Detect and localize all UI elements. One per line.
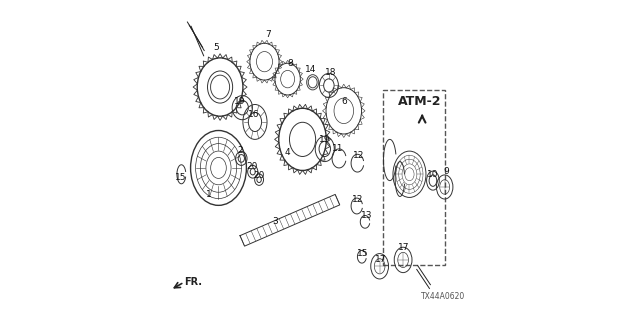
Text: 14: 14	[305, 65, 317, 74]
Text: 18: 18	[325, 68, 337, 77]
Text: 17: 17	[397, 243, 409, 252]
Text: 8: 8	[287, 59, 292, 68]
Text: ATM-2: ATM-2	[398, 95, 442, 108]
Text: 5: 5	[213, 43, 219, 52]
Text: 7: 7	[265, 30, 271, 39]
Text: TX44A0620: TX44A0620	[420, 292, 465, 301]
Text: 6: 6	[342, 97, 348, 106]
Text: 17: 17	[374, 255, 386, 264]
Text: 15: 15	[356, 249, 368, 258]
Text: 20: 20	[247, 163, 258, 172]
Text: 12: 12	[353, 151, 364, 160]
Text: 13: 13	[361, 211, 372, 220]
Text: 9: 9	[444, 167, 449, 176]
Text: 10: 10	[427, 170, 438, 179]
Text: 2: 2	[237, 146, 243, 155]
Text: 4: 4	[285, 148, 291, 156]
Text: 12: 12	[352, 195, 363, 204]
Text: 3: 3	[272, 217, 278, 226]
Text: 1: 1	[205, 190, 211, 199]
Text: 19: 19	[319, 135, 330, 144]
Text: 11: 11	[332, 144, 344, 153]
Text: 15: 15	[175, 173, 186, 182]
Text: 19: 19	[234, 97, 245, 106]
Text: 16: 16	[248, 109, 259, 118]
Text: FR.: FR.	[184, 277, 202, 287]
Text: 20: 20	[253, 172, 265, 180]
